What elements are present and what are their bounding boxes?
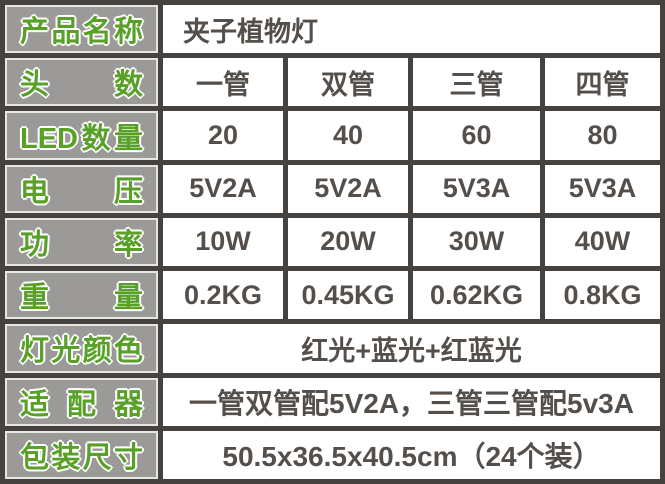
row-label-text: 灯光颜色 (20, 335, 143, 368)
weight-col-2: 0.45KG (288, 271, 408, 320)
row-label-weight: 重量 (5, 271, 158, 320)
row-label-text: 头数 (20, 69, 143, 102)
row-label-power: 功率 (5, 217, 158, 267)
light-color-value: 红光+蓝光+红蓝光 (163, 324, 660, 373)
row-label-product-name: 产品名称 (5, 5, 158, 54)
power-col-4: 40W (545, 217, 660, 267)
led-quantity-col-4: 80 (545, 111, 660, 160)
row-label-head-count: 头数 (5, 58, 158, 107)
row-label-text: 产品名称 (20, 16, 143, 49)
row-label-led-quantity: LED数量 (5, 111, 158, 160)
head-count-col-2: 双管 (288, 58, 408, 107)
led-quantity-col-2: 40 (288, 111, 408, 160)
power-col-1: 10W (163, 217, 283, 267)
row-label-text: 包装尺寸 (20, 441, 143, 474)
led-quantity-col-1: 20 (163, 111, 283, 160)
voltage-col-1: 5V2A (163, 164, 283, 213)
row-label-text: 适配器 (20, 388, 143, 421)
weight-col-4: 0.8KG (545, 271, 660, 320)
head-count-col-1: 一管 (163, 58, 283, 107)
led-quantity-col-3: 60 (413, 111, 540, 160)
power-col-2: 20W (288, 217, 408, 267)
head-count-col-3: 三管 (413, 58, 540, 107)
power-col-3: 30W (413, 217, 540, 267)
voltage-col-2: 5V2A (288, 164, 408, 213)
voltage-col-3: 5V3A (413, 164, 540, 213)
row-label-voltage: 电压 (5, 164, 158, 213)
package-size-value: 50.5x36.5x40.5cm（24个装） (163, 430, 660, 479)
product-name-value: 夹子植物灯 (163, 5, 660, 54)
row-label-adapter: 适配器 (5, 377, 158, 426)
voltage-col-4: 5V3A (545, 164, 660, 213)
weight-col-3: 0.62KG (413, 271, 540, 320)
row-label-package-size: 包装尺寸 (5, 430, 158, 479)
row-label-text: 重量 (20, 282, 143, 315)
row-label-light-color: 灯光颜色 (5, 324, 158, 373)
head-count-col-4: 四管 (545, 58, 660, 107)
adapter-value: 一管双管配5V2A，三管三管配5v3A (163, 377, 660, 426)
row-label-text: 功率 (20, 228, 143, 261)
row-label-text: LED数量 (20, 122, 143, 155)
row-label-text: 电压 (20, 175, 143, 208)
weight-col-1: 0.2KG (163, 271, 283, 320)
